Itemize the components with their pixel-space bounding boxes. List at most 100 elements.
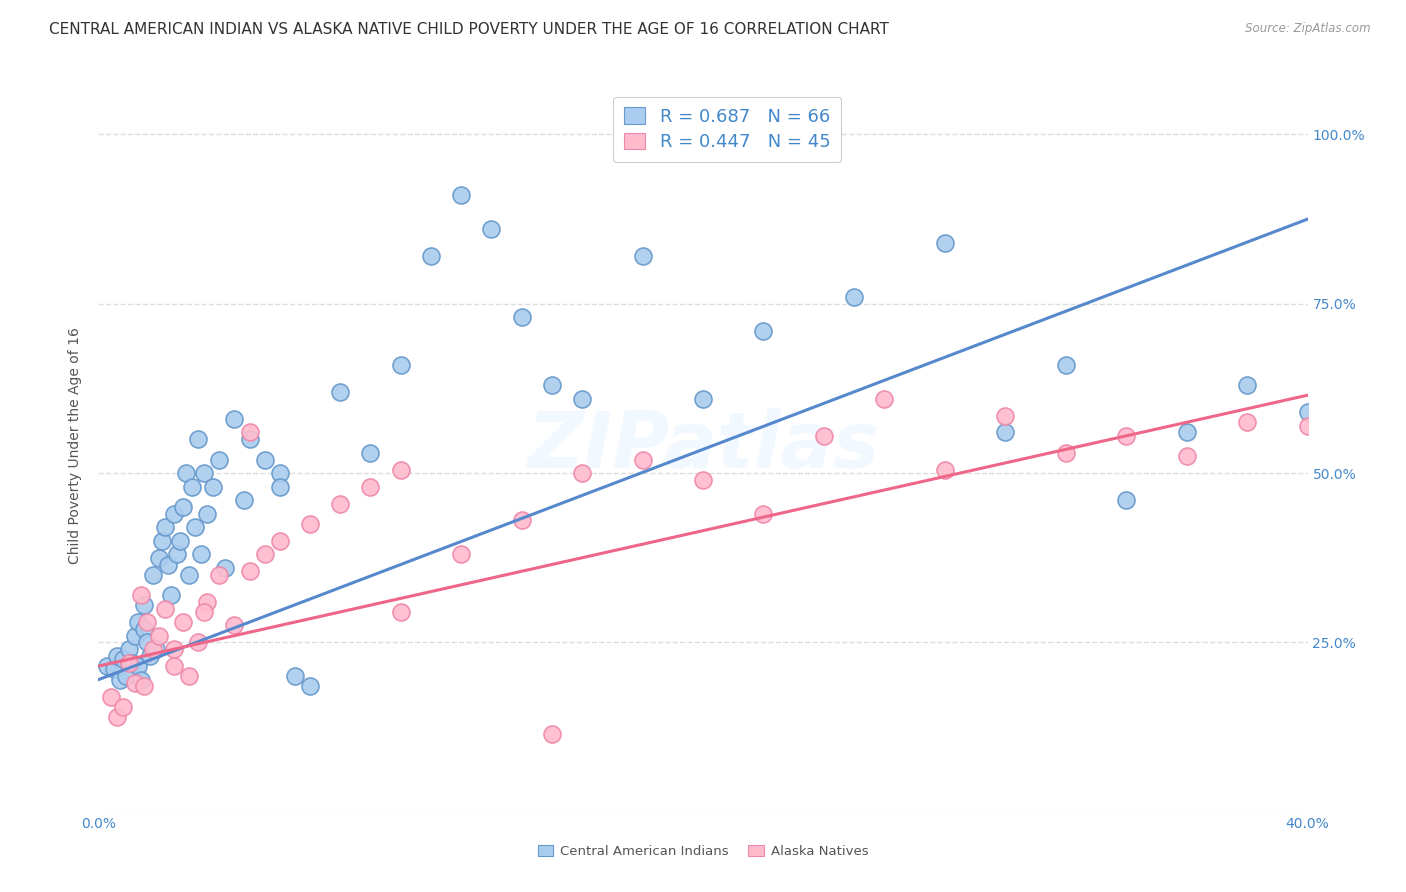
Point bbox=[208, 452, 231, 467]
Point bbox=[96, 659, 118, 673]
Point bbox=[1236, 415, 1258, 429]
Point bbox=[360, 480, 382, 494]
Point bbox=[195, 595, 218, 609]
Point bbox=[127, 615, 149, 629]
Point bbox=[142, 567, 165, 582]
Point bbox=[105, 648, 128, 663]
Point bbox=[184, 520, 207, 534]
Point bbox=[571, 392, 593, 406]
Point bbox=[692, 392, 714, 406]
Point bbox=[994, 409, 1017, 423]
Point bbox=[172, 615, 194, 629]
Point bbox=[934, 235, 956, 250]
Point bbox=[190, 547, 212, 561]
Point bbox=[813, 429, 835, 443]
Point bbox=[934, 463, 956, 477]
Point bbox=[148, 550, 170, 565]
Point bbox=[299, 516, 322, 531]
Point bbox=[172, 500, 194, 514]
Legend: Central American Indians, Alaska Natives: Central American Indians, Alaska Natives bbox=[533, 840, 873, 863]
Point bbox=[389, 605, 412, 619]
Point bbox=[571, 466, 593, 480]
Point bbox=[450, 188, 472, 202]
Point bbox=[631, 452, 654, 467]
Point bbox=[163, 507, 186, 521]
Point bbox=[179, 669, 201, 683]
Point bbox=[232, 493, 254, 508]
Point bbox=[163, 659, 186, 673]
Point bbox=[481, 222, 503, 236]
Point bbox=[174, 466, 197, 480]
Point bbox=[193, 605, 215, 619]
Point bbox=[124, 629, 146, 643]
Point bbox=[631, 249, 654, 263]
Point bbox=[269, 480, 291, 494]
Point bbox=[450, 547, 472, 561]
Point bbox=[169, 533, 191, 548]
Point bbox=[148, 629, 170, 643]
Y-axis label: Child Poverty Under the Age of 16: Child Poverty Under the Age of 16 bbox=[69, 327, 83, 565]
Point bbox=[299, 680, 322, 694]
Point bbox=[124, 676, 146, 690]
Point bbox=[129, 673, 152, 687]
Point bbox=[1175, 449, 1198, 463]
Point bbox=[239, 564, 262, 578]
Point bbox=[193, 466, 215, 480]
Point bbox=[100, 690, 122, 704]
Point bbox=[540, 378, 562, 392]
Point bbox=[844, 290, 866, 304]
Point bbox=[127, 659, 149, 673]
Point bbox=[135, 615, 157, 629]
Point bbox=[420, 249, 443, 263]
Point bbox=[114, 669, 136, 683]
Point bbox=[179, 567, 201, 582]
Point bbox=[329, 384, 352, 399]
Point bbox=[510, 514, 533, 528]
Point bbox=[253, 452, 276, 467]
Point bbox=[1054, 446, 1077, 460]
Point bbox=[139, 648, 162, 663]
Point bbox=[153, 601, 176, 615]
Point bbox=[132, 622, 155, 636]
Text: ZIPatlas: ZIPatlas bbox=[527, 408, 879, 484]
Point bbox=[360, 446, 382, 460]
Point bbox=[389, 463, 412, 477]
Point bbox=[253, 547, 276, 561]
Point bbox=[108, 673, 131, 687]
Point bbox=[214, 561, 236, 575]
Point bbox=[111, 699, 134, 714]
Point bbox=[111, 652, 134, 666]
Text: Source: ZipAtlas.com: Source: ZipAtlas.com bbox=[1246, 22, 1371, 36]
Point bbox=[202, 480, 225, 494]
Point bbox=[166, 547, 188, 561]
Point bbox=[269, 533, 291, 548]
Point bbox=[239, 425, 262, 440]
Point bbox=[692, 473, 714, 487]
Point bbox=[224, 412, 246, 426]
Point bbox=[135, 635, 157, 649]
Point bbox=[160, 588, 183, 602]
Point bbox=[142, 642, 165, 657]
Point bbox=[1296, 405, 1319, 419]
Point bbox=[1296, 418, 1319, 433]
Point bbox=[132, 680, 155, 694]
Point bbox=[163, 642, 186, 657]
Point bbox=[1175, 425, 1198, 440]
Point bbox=[873, 392, 896, 406]
Point bbox=[269, 466, 291, 480]
Point bbox=[389, 358, 412, 372]
Point bbox=[121, 656, 143, 670]
Point bbox=[105, 710, 128, 724]
Point bbox=[118, 656, 141, 670]
Point bbox=[156, 558, 179, 572]
Point bbox=[129, 588, 152, 602]
Point bbox=[187, 432, 209, 446]
Point bbox=[132, 598, 155, 612]
Point bbox=[1236, 378, 1258, 392]
Point bbox=[195, 507, 218, 521]
Point bbox=[284, 669, 307, 683]
Point bbox=[239, 432, 262, 446]
Point bbox=[150, 533, 173, 548]
Point bbox=[181, 480, 204, 494]
Point bbox=[540, 727, 562, 741]
